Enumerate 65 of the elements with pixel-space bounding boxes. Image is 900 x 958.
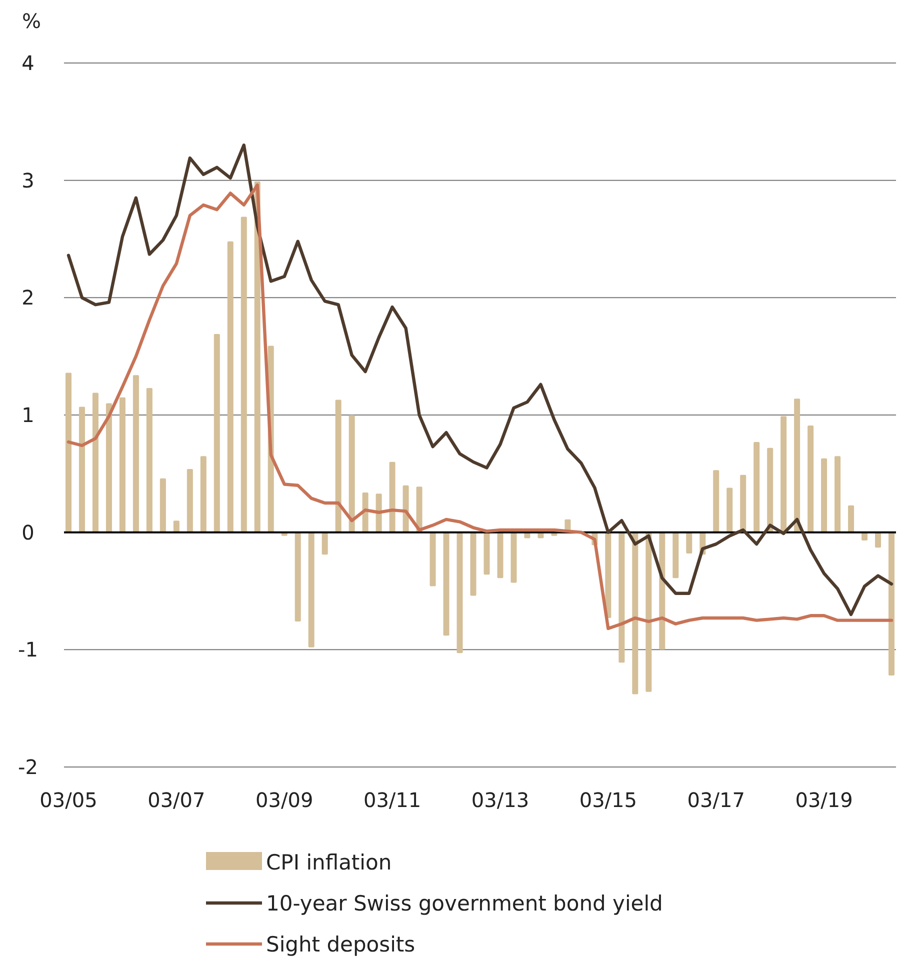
bar <box>65 372 72 532</box>
bar <box>308 532 314 648</box>
bar <box>92 392 98 532</box>
y-tick-label: -2 <box>18 755 38 779</box>
bar <box>335 400 342 532</box>
bar <box>632 532 638 694</box>
bar <box>186 468 193 532</box>
bar <box>646 532 652 692</box>
x-tick-label: 03/05 <box>40 788 98 812</box>
bar <box>484 532 490 575</box>
bar <box>740 474 746 532</box>
x-tick-label: 03/07 <box>148 788 206 812</box>
bar <box>834 456 841 532</box>
bar <box>794 398 800 532</box>
bar <box>456 532 463 654</box>
bar <box>389 462 396 532</box>
bar <box>106 403 112 532</box>
bar <box>767 448 774 532</box>
x-tick-label: 03/11 <box>363 788 422 812</box>
bar <box>672 532 679 578</box>
legend-label: 10-year Swiss government bond yield <box>266 891 663 916</box>
x-tick-label: 03/09 <box>256 788 314 812</box>
bar <box>160 478 166 532</box>
x-tick-label: 03/17 <box>687 788 745 812</box>
bar <box>618 532 625 663</box>
y-tick-label: 4 <box>22 51 34 75</box>
bar <box>470 532 476 596</box>
bar <box>78 406 85 532</box>
bar <box>726 488 733 532</box>
bar <box>430 532 436 586</box>
y-tick-label: 0 <box>22 520 34 544</box>
bar <box>605 532 612 618</box>
bar <box>875 532 882 548</box>
bar <box>294 532 301 622</box>
bar <box>808 426 814 532</box>
bar <box>322 532 328 555</box>
bar <box>173 520 180 532</box>
bar <box>780 416 787 532</box>
bar <box>686 532 692 554</box>
bar <box>497 532 504 578</box>
bar <box>443 532 450 636</box>
legend-label: Sight deposits <box>266 932 416 956</box>
bar <box>713 470 720 532</box>
x-tick-label: 03/15 <box>579 788 637 812</box>
bar <box>146 388 152 532</box>
bar <box>754 442 760 532</box>
bar <box>119 397 126 532</box>
bar <box>510 532 517 583</box>
bar <box>888 532 895 676</box>
y-tick-label: 1 <box>22 403 34 427</box>
bar <box>848 505 854 532</box>
x-tick-label: 03/13 <box>471 788 530 812</box>
y-tick-label: 2 <box>22 286 34 310</box>
bar <box>132 375 139 532</box>
bar <box>821 458 828 532</box>
y-axis-title: % <box>22 9 42 33</box>
legend-label: CPI inflation <box>266 850 392 874</box>
bar <box>227 241 234 532</box>
bar <box>240 216 247 532</box>
x-tick-label: 03/19 <box>795 788 853 812</box>
bar <box>348 415 355 532</box>
bar <box>214 334 220 532</box>
y-tick-label: 3 <box>22 168 34 192</box>
bar <box>200 456 206 532</box>
y-tick-label: -1 <box>18 638 38 662</box>
